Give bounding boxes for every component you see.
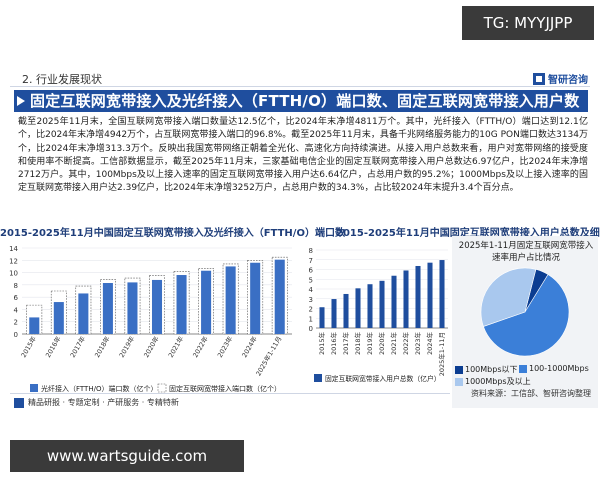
bar-fiber-ports <box>53 302 64 334</box>
legend-swatch-total <box>157 383 167 393</box>
x-tick-label: 2024年 <box>425 332 434 356</box>
x-tick-label: 2020年 <box>141 334 161 359</box>
y-tick-label: 14 <box>9 245 18 253</box>
x-tick-label: 2015年 <box>19 334 39 359</box>
y-tick-label: 6 <box>14 294 19 302</box>
bar-total-users <box>415 265 421 328</box>
x-tick-label: 2018年 <box>353 332 362 356</box>
y-tick-label: 2 <box>309 306 313 314</box>
legend-swatch <box>455 377 463 386</box>
bar-total-users <box>439 260 445 328</box>
chart2-title: 2015-2025年11月中国固定互联网宽带接入用户总数及细分 <box>336 228 600 239</box>
site-watermark-badge: www.wartsguide.com <box>10 440 244 472</box>
x-tick-label: 2018年 <box>92 334 112 359</box>
bar-total-users <box>319 307 325 328</box>
legend-label-fiber: 光纤接入（FTTH/O）端口数（亿个） <box>41 384 157 393</box>
x-tick-label: 2022年 <box>401 332 410 356</box>
x-tick-label: 2024年 <box>240 334 260 359</box>
bar-total-users <box>367 284 373 328</box>
bar-fiber-ports <box>78 293 89 334</box>
x-tick-label: 2023年 <box>215 334 235 359</box>
y-tick-label: 0 <box>309 325 313 333</box>
y-tick-label: 5 <box>309 276 313 284</box>
bar-fiber-ports <box>151 279 163 334</box>
x-tick-label: 2016年 <box>43 334 63 359</box>
y-tick-label: 4 <box>309 286 314 294</box>
pie-legend-item-3: 1000Mbps及以上 <box>455 376 531 387</box>
bar-fiber-ports <box>250 262 261 334</box>
pie-title: 2025年1-11月固定互联网宽带接入速率用户占比情况 <box>458 241 594 263</box>
telegram-watermark-badge: TG: MYYJJPP <box>462 6 594 40</box>
x-tick-label: 2022年 <box>191 334 211 359</box>
y-tick-label: 7 <box>309 257 313 265</box>
footer: 精品研报 · 专题定制 · 产研服务 · 专精特新 <box>14 397 179 408</box>
bar-total-users <box>343 293 349 328</box>
x-tick-label: 2023年 <box>413 332 422 356</box>
legend-swatch-fiber <box>30 384 38 392</box>
legend-label-total: 固定互联网宽带接入端口数（亿个） <box>169 384 281 393</box>
x-tick-label: 2025年1-11月 <box>437 332 446 376</box>
bar-fiber-ports <box>201 270 212 334</box>
bar-fiber-ports <box>127 282 138 334</box>
y-tick-label: 3 <box>309 296 313 304</box>
y-tick-label: 1 <box>309 315 313 323</box>
y-tick-label: 8 <box>14 282 18 290</box>
y-tick-label: 6 <box>309 267 314 275</box>
chart1-title: 2015-2025年11月中国固定互联网宽带接入及光纤接入（FTTH/O）端口数 <box>0 228 345 239</box>
footer-text: 精品研报 · 专题定制 · 产研服务 · 专精特新 <box>28 398 179 407</box>
pie-slice-100-1000m <box>483 274 570 357</box>
x-tick-label: 2021年 <box>166 334 186 359</box>
body-paragraph: 截至2025年11月末，全国互联网宽带接入端口数量达12.5亿个，比2024年末… <box>18 117 588 194</box>
bar-total-users <box>355 288 361 328</box>
legend-label: 100Mbps以下 <box>465 365 518 374</box>
chart3-pie <box>480 267 570 357</box>
y-tick-label: 2 <box>14 319 18 327</box>
brand-logo-icon <box>533 72 545 85</box>
legend-label: 100-1000Mbps <box>529 364 589 373</box>
x-tick-label: 2025年1-11月 <box>254 335 284 378</box>
source-note: 资料来源：工信部、智研咨询整理 <box>471 389 591 398</box>
x-tick-label: 2019年 <box>365 332 374 356</box>
legend-label: 1000Mbps及以上 <box>465 377 531 386</box>
brand: 智研咨询 <box>533 71 588 86</box>
section-title: 2. 行业发展现状 <box>22 73 102 86</box>
y-tick-label: 12 <box>9 257 18 265</box>
bar-fiber-ports <box>29 317 40 334</box>
footer-divider <box>10 393 450 394</box>
x-tick-label: 2019年 <box>117 334 137 359</box>
y-tick-label: 10 <box>9 270 18 278</box>
bar-fiber-ports <box>102 283 113 334</box>
bar-fiber-ports <box>225 266 236 334</box>
bar-total-users <box>403 270 409 328</box>
bar-fiber-ports <box>274 259 285 334</box>
bar-total-users <box>331 299 337 328</box>
legend-swatch <box>455 365 463 374</box>
x-tick-label: 2016年 <box>329 332 338 356</box>
x-tick-label: 2017年 <box>341 332 350 356</box>
x-tick-label: 2020年 <box>377 332 386 356</box>
bar-total-users <box>379 280 385 328</box>
y-tick-label: 4 <box>14 306 19 314</box>
bar-fiber-ports <box>176 275 187 334</box>
legend-swatch <box>519 364 527 373</box>
brand-name: 智研咨询 <box>548 75 588 86</box>
y-tick-label: 0 <box>14 331 18 339</box>
pie-slice-1000m-plus <box>480 267 537 327</box>
x-tick-label: 2017年 <box>68 334 88 359</box>
header-divider <box>10 86 590 87</box>
pie-legend-item-2: 100-1000Mbps <box>519 364 589 373</box>
page-banner: 固定互联网宽带接入及光纤接入（FTTH/O）端口数、固定互联网宽带接入用户数 <box>14 90 588 112</box>
legend-label-users: 固定互联网宽带接入用户总数（亿户） <box>325 374 441 383</box>
x-tick-label: 2015年 <box>317 332 326 356</box>
legend-swatch-users <box>314 374 322 382</box>
bar-total-users <box>391 275 397 328</box>
x-tick-label: 2021年 <box>389 332 398 356</box>
footer-logo-icon <box>14 397 24 408</box>
bar-total-users <box>427 262 433 328</box>
pie-legend-item-1: 100Mbps以下 <box>455 364 518 375</box>
y-tick-label: 8 <box>309 247 313 255</box>
